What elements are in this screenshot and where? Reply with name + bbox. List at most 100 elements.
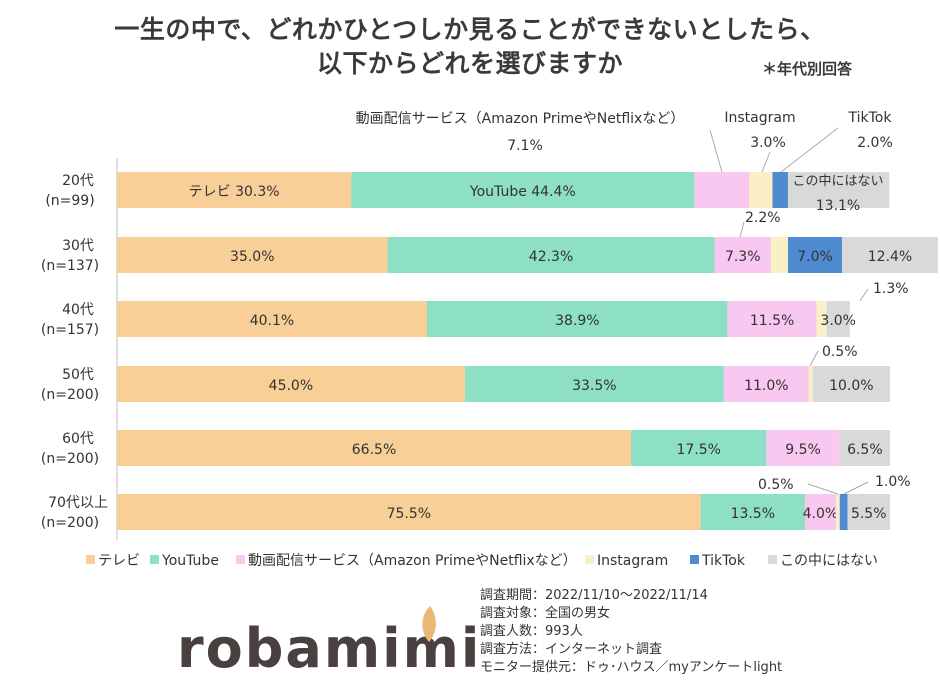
bar-none-row5 (847, 494, 890, 530)
survey-count: 調査人数：993人 (480, 624, 583, 639)
bar-label-youtube-row4: 17.5% (676, 442, 720, 458)
legend-label-tv: テレビ (98, 553, 140, 569)
bar-label-youtube-row2: 38.9% (555, 313, 599, 329)
legend-swatch-youtube (150, 555, 159, 564)
bar-vod-row2 (727, 301, 817, 337)
callout-instagram-row5: 0.5% (758, 477, 794, 493)
bar-label-vod-row4: 9.5% (785, 442, 821, 458)
bar-label-tiktok-row1: 7.0% (797, 249, 833, 265)
category-label-row1: 30代 (62, 238, 94, 254)
callout-vod-value: 7.1% (507, 138, 543, 154)
survey-provider: モニター提供元：ドゥ･ハウス／myアンケートlight (480, 660, 783, 675)
callout-instagram-row2: 1.3% (873, 281, 909, 297)
legend-swatch-instagram (585, 555, 594, 564)
bar-vod-row3 (723, 366, 809, 402)
survey-target: 調査対象：全国の男女 (480, 606, 611, 621)
legend-label-instagram: Instagram (597, 553, 668, 569)
legend-label-youtube: YouTube (161, 553, 219, 569)
bar-tv-row0 (117, 172, 352, 208)
ear-leaf-icon (422, 606, 436, 642)
bar-vod-row5 (804, 494, 836, 530)
callout-tiktok-row5: 1.0% (875, 474, 911, 490)
category-n-row0: (n=99) (45, 193, 94, 209)
legend-swatch-vod (236, 555, 245, 564)
leader-tiktok-row0 (780, 127, 839, 173)
bar-vod-row0 (694, 172, 750, 208)
chart-title-line2: 以下からどれを選びますか (316, 49, 623, 78)
legend-label-vod: 動画配信サービス（Amazon PrimeやNetflixなど） (248, 553, 577, 569)
bar-label-none-row1: 12.4% (868, 249, 912, 265)
category-label-row5: 70代以上 (48, 495, 108, 511)
bar-tiktok-row1 (787, 237, 843, 273)
bar-label-none-row4: 6.5% (847, 442, 883, 458)
bar-tiktok-row5 (839, 494, 848, 530)
category-label-row0: 20代 (62, 173, 94, 189)
bar-tiktok-row0 (772, 172, 788, 208)
category-label-row4: 60代 (62, 431, 94, 447)
legend-swatch-none (768, 555, 777, 564)
bar-tv-row5 (117, 494, 701, 530)
bar-label-vod-row1: 7.3% (725, 249, 761, 265)
category-label-row2: 40代 (62, 302, 94, 318)
bar-none-row0 (787, 172, 890, 208)
bar-label-tv-row2: 40.1% (250, 313, 294, 329)
leader-instagram-row5 (807, 483, 839, 495)
callout-none-name: この中にはない (792, 174, 883, 189)
callout-instagram-value: 3.0% (750, 135, 786, 151)
bar-youtube-row2 (426, 301, 728, 337)
category-n-row1: (n=137) (41, 258, 99, 274)
leader-vod-row0 (709, 129, 723, 173)
bar-label-tv-row4: 66.5% (352, 442, 396, 458)
legend-swatch-tv (86, 555, 95, 564)
bar-label-youtube-row1: 42.3% (529, 249, 573, 265)
bar-label-vod-row3: 11.0% (744, 378, 788, 394)
callout-tiktok-value: 2.0% (857, 135, 893, 151)
callout-instagram-name: Instagram (724, 110, 795, 126)
leader-instagram-row2 (859, 288, 869, 302)
bar-label-youtube-row5: 13.5% (731, 506, 775, 522)
category-n-row2: (n=157) (41, 322, 99, 338)
bar-youtube-row5 (700, 494, 805, 530)
legend-label-none: この中にはない (780, 553, 878, 569)
leader-instagram-row1 (739, 221, 745, 238)
bar-none-row4 (839, 430, 890, 466)
category-n-row3: (n=200) (41, 387, 99, 403)
survey-period: 調査期間：2022/11/10～2022/11/14 (480, 588, 708, 603)
leader-instagram-row0 (761, 151, 771, 173)
bar-label-none-row2: 3.0% (820, 313, 856, 329)
bar-instagram-row1 (770, 237, 788, 273)
bar-youtube-row1 (387, 237, 715, 273)
bar-label-vod-row2: 11.5% (750, 313, 794, 329)
callout-none-value: 13.1% (816, 198, 860, 214)
bar-tv-row2 (117, 301, 427, 337)
bar-none-row2 (826, 301, 850, 337)
bar-none-row1 (842, 237, 938, 273)
bar-label-youtube-row0: YouTube 44.4% (469, 184, 576, 200)
bar-label-none-row3: 10.0% (829, 378, 873, 394)
category-n-row5: (n=200) (41, 515, 99, 531)
bar-instagram-row5 (835, 494, 840, 530)
chart-note: ＊年代別回答 (762, 60, 853, 78)
legend-swatch-tiktok (690, 555, 699, 564)
bar-vod-row1 (714, 237, 771, 273)
bar-youtube-row4 (631, 430, 767, 466)
bar-tv-row4 (117, 430, 632, 466)
bar-label-tv-row0: テレビ 30.3% (189, 184, 280, 200)
bar-label-tv-row5: 75.5% (387, 506, 431, 522)
bar-label-tv-row3: 45.0% (269, 378, 313, 394)
category-label-row3: 50代 (62, 367, 94, 383)
bar-tv-row1 (117, 237, 388, 273)
bar-instagram-row3 (808, 366, 813, 402)
callout-vod-name: 動画配信サービス（Amazon PrimeやNetflixなど） (356, 111, 685, 127)
callout-instagram-row3: 0.5% (822, 344, 858, 360)
leader-tiktok-row5 (843, 481, 869, 495)
leader-instagram-row3 (809, 350, 819, 367)
bar-vod-row4 (766, 430, 840, 466)
bar-tv-row3 (117, 366, 465, 402)
legend-label-tiktok: TikTok (701, 553, 746, 569)
bar-youtube-row3 (464, 366, 724, 402)
callout-instagram-row1: 2.2% (745, 210, 781, 226)
bar-label-youtube-row3: 33.5% (572, 378, 616, 394)
bar-youtube-row0 (351, 172, 695, 208)
